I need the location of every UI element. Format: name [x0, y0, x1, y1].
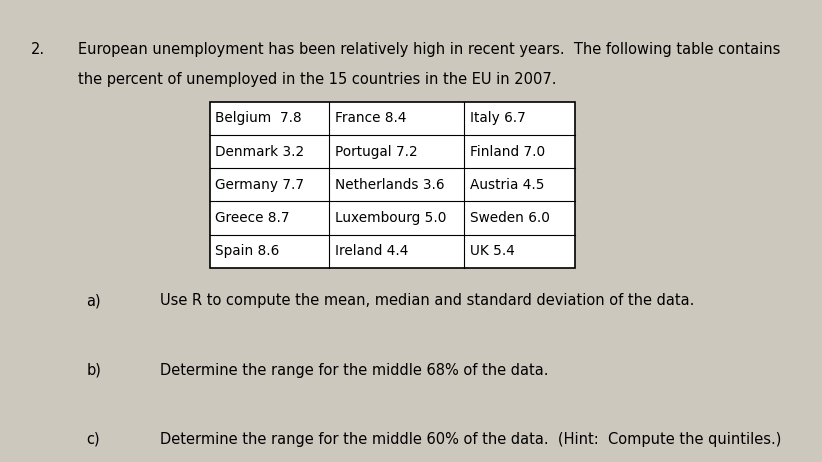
Text: 2.: 2.: [31, 42, 45, 56]
Text: France 8.4: France 8.4: [335, 111, 406, 125]
Text: Netherlands 3.6: Netherlands 3.6: [335, 178, 444, 192]
Text: the percent of unemployed in the 15 countries in the EU in 2007.: the percent of unemployed in the 15 coun…: [78, 72, 556, 86]
Text: Denmark 3.2: Denmark 3.2: [215, 145, 304, 158]
Text: Greece 8.7: Greece 8.7: [215, 211, 290, 225]
Text: b): b): [86, 363, 101, 377]
Text: European unemployment has been relatively high in recent years.  The following t: European unemployment has been relativel…: [78, 42, 780, 56]
Text: Spain 8.6: Spain 8.6: [215, 244, 279, 258]
Text: Portugal 7.2: Portugal 7.2: [335, 145, 418, 158]
Bar: [210, 102, 575, 268]
Text: Germany 7.7: Germany 7.7: [215, 178, 304, 192]
Text: Italy 6.7: Italy 6.7: [470, 111, 526, 125]
Text: Austria 4.5: Austria 4.5: [470, 178, 545, 192]
Text: Use R to compute the mean, median and standard deviation of the data.: Use R to compute the mean, median and st…: [160, 293, 695, 308]
Text: Finland 7.0: Finland 7.0: [470, 145, 545, 158]
Text: c): c): [86, 432, 100, 447]
Text: Belgium  7.8: Belgium 7.8: [215, 111, 302, 125]
Text: Ireland 4.4: Ireland 4.4: [335, 244, 408, 258]
Text: Determine the range for the middle 60% of the data.  (Hint:  Compute the quintil: Determine the range for the middle 60% o…: [160, 432, 782, 447]
Text: Luxembourg 5.0: Luxembourg 5.0: [335, 211, 446, 225]
Text: Sweden 6.0: Sweden 6.0: [470, 211, 550, 225]
Text: UK 5.4: UK 5.4: [470, 244, 515, 258]
Text: a): a): [86, 293, 101, 308]
Text: Determine the range for the middle 68% of the data.: Determine the range for the middle 68% o…: [160, 363, 549, 377]
